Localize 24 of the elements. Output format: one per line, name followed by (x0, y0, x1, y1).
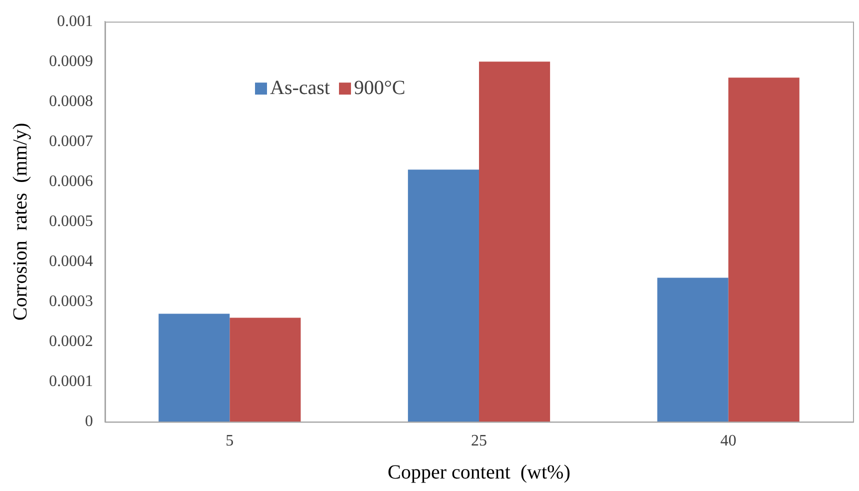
y-tick-label: 0.0007 (49, 132, 93, 150)
y-axis-title: Corrosion rates (mm/y) (9, 122, 32, 321)
y-tick-label: 0.0009 (49, 52, 93, 70)
bar (408, 170, 479, 422)
y-tick-label: 0.0003 (49, 292, 93, 310)
y-tick-label: 0.0006 (49, 172, 93, 190)
y-tick-label: 0.0001 (49, 372, 93, 390)
legend-label: As-cast (270, 76, 330, 99)
x-tick-label: 5 (226, 432, 234, 450)
y-tick-label: 0.0008 (49, 92, 93, 110)
legend-label: 900°C (354, 76, 406, 99)
y-tick-label: 0.001 (57, 12, 93, 30)
y-tick-label: 0.0002 (49, 332, 93, 350)
bar (230, 318, 301, 422)
bar (158, 314, 230, 422)
bar (479, 62, 550, 422)
y-tick-label: 0 (85, 413, 93, 430)
bar (728, 78, 800, 422)
x-tick-label: 40 (720, 432, 736, 450)
y-tick-label: 0.0005 (49, 212, 93, 230)
y-tick-label: 0.0004 (49, 252, 93, 270)
bar (657, 278, 728, 422)
x-tick-label: 25 (471, 432, 487, 450)
x-axis-title: Copper content (wt%) (388, 461, 570, 484)
